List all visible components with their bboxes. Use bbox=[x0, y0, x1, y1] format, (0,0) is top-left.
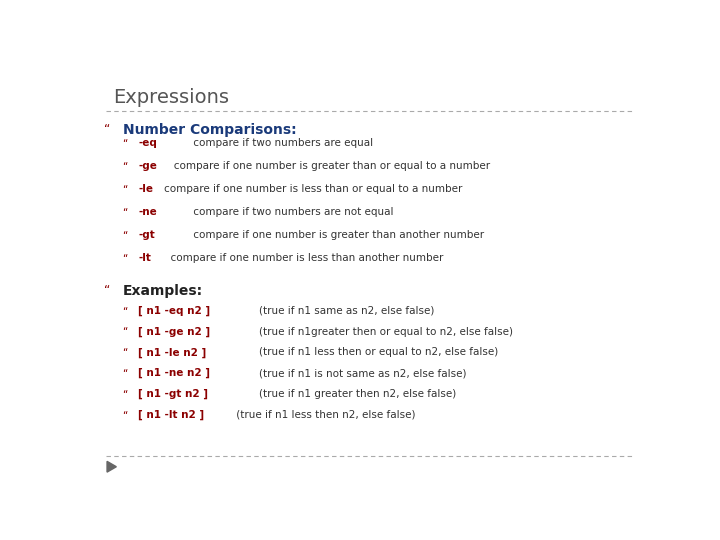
Text: “: “ bbox=[122, 161, 128, 171]
Text: [ n1 -gt n2 ]: [ n1 -gt n2 ] bbox=[138, 389, 208, 399]
Text: -gt: -gt bbox=[138, 231, 155, 240]
Text: -le: -le bbox=[138, 184, 153, 194]
Text: “: “ bbox=[122, 184, 128, 194]
Text: compare if two numbers are equal: compare if two numbers are equal bbox=[163, 138, 373, 148]
Text: “: “ bbox=[122, 368, 128, 378]
Polygon shape bbox=[107, 461, 117, 472]
Text: (true if n1 greater then n2, else false): (true if n1 greater then n2, else false) bbox=[233, 389, 456, 399]
Text: “: “ bbox=[104, 284, 110, 297]
Text: [ n1 -ge n2 ]: [ n1 -ge n2 ] bbox=[138, 327, 210, 337]
Text: -eq: -eq bbox=[138, 138, 157, 148]
Text: “: “ bbox=[122, 410, 128, 420]
Text: compare if one number is less than or equal to a number: compare if one number is less than or eq… bbox=[163, 184, 462, 194]
Text: Examples:: Examples: bbox=[122, 284, 202, 298]
Text: [ n1 -le n2 ]: [ n1 -le n2 ] bbox=[138, 347, 207, 357]
Text: “: “ bbox=[122, 347, 128, 357]
Text: “: “ bbox=[122, 389, 128, 399]
Text: [ n1 -eq n2 ]: [ n1 -eq n2 ] bbox=[138, 306, 210, 316]
Text: (true if n1 less then or equal to n2, else false): (true if n1 less then or equal to n2, el… bbox=[233, 347, 499, 357]
Text: Expressions: Expressions bbox=[113, 88, 229, 107]
Text: [ n1 -lt n2 ]: [ n1 -lt n2 ] bbox=[138, 410, 204, 420]
Text: “: “ bbox=[122, 327, 128, 336]
Text: -lt: -lt bbox=[138, 253, 151, 264]
Text: compare if one number is less than another number: compare if one number is less than anoth… bbox=[163, 253, 443, 264]
Text: “: “ bbox=[122, 138, 128, 148]
Text: compare if one number is greater than or equal to a number: compare if one number is greater than or… bbox=[163, 161, 490, 171]
Text: (true if n1greater then or equal to n2, else false): (true if n1greater then or equal to n2, … bbox=[233, 327, 513, 336]
Text: [ n1 -ne n2 ]: [ n1 -ne n2 ] bbox=[138, 368, 210, 379]
Text: (true if n1 less then n2, else false): (true if n1 less then n2, else false) bbox=[233, 410, 416, 420]
Text: “: “ bbox=[122, 231, 128, 240]
Text: “: “ bbox=[122, 253, 128, 264]
Text: “: “ bbox=[104, 123, 110, 136]
Text: compare if one number is greater than another number: compare if one number is greater than an… bbox=[163, 231, 484, 240]
Text: -ge: -ge bbox=[138, 161, 157, 171]
Text: (true if n1 is not same as n2, else false): (true if n1 is not same as n2, else fals… bbox=[233, 368, 467, 378]
Text: Number Comparisons:: Number Comparisons: bbox=[122, 123, 296, 137]
Text: “: “ bbox=[122, 306, 128, 316]
Text: “: “ bbox=[122, 207, 128, 217]
Text: compare if two numbers are not equal: compare if two numbers are not equal bbox=[163, 207, 393, 217]
Text: (true if n1 same as n2, else false): (true if n1 same as n2, else false) bbox=[233, 306, 435, 316]
Text: -ne: -ne bbox=[138, 207, 157, 217]
